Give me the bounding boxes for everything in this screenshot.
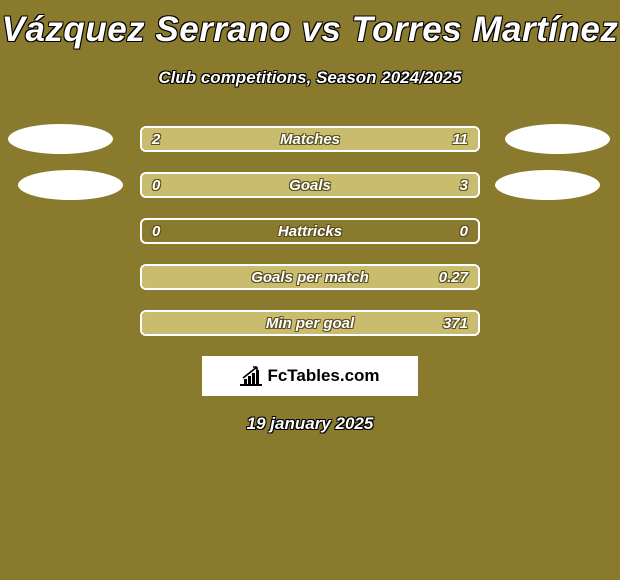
bar-fill-left	[142, 128, 192, 150]
player-left-marker	[18, 170, 123, 200]
stat-bar: Min per goal 371	[140, 310, 480, 336]
player-left-marker	[8, 124, 113, 154]
stat-value-right: 11	[452, 131, 468, 148]
stat-row: 0 Hattricks 0	[0, 218, 620, 244]
stat-value-right: 0.27	[439, 269, 468, 286]
stat-value-left: 0	[152, 223, 160, 240]
stat-value-right: 0	[460, 223, 468, 240]
stat-row: Min per goal 371	[0, 310, 620, 336]
date: 19 january 2025	[0, 414, 620, 434]
stat-row: 0 Goals 3	[0, 172, 620, 198]
stats-container: 2 Matches 11 0 Goals 3 0 Hattricks 0 Goals per ma…	[0, 126, 620, 336]
stat-bar: 0 Goals 3	[140, 172, 480, 198]
page-title: Vázquez Serrano vs Torres Martínez	[0, 10, 620, 50]
stat-row: Goals per match 0.27	[0, 264, 620, 290]
stat-bar: 0 Hattricks 0	[140, 218, 480, 244]
stat-label: Hattricks	[278, 223, 342, 240]
stat-value-left: 0	[152, 177, 160, 194]
stat-bar: 2 Matches 11	[140, 126, 480, 152]
stat-label: Min per goal	[266, 315, 354, 332]
stat-value-left: 2	[152, 131, 160, 148]
stat-value-right: 3	[460, 177, 468, 194]
brand-text: FcTables.com	[267, 366, 379, 386]
stat-value-right: 371	[443, 315, 468, 332]
header: Vázquez Serrano vs Torres Martínez Club …	[0, 0, 620, 88]
subtitle: Club competitions, Season 2024/2025	[0, 68, 620, 88]
stat-row: 2 Matches 11	[0, 126, 620, 152]
stat-bar: Goals per match 0.27	[140, 264, 480, 290]
player-right-marker	[505, 124, 610, 154]
stat-label: Matches	[280, 131, 340, 148]
brand-box[interactable]: FcTables.com	[202, 356, 418, 396]
stat-label: Goals per match	[251, 269, 369, 286]
stat-label: Goals	[289, 177, 331, 194]
player-right-marker	[495, 170, 600, 200]
brand-chart-icon	[240, 366, 262, 386]
